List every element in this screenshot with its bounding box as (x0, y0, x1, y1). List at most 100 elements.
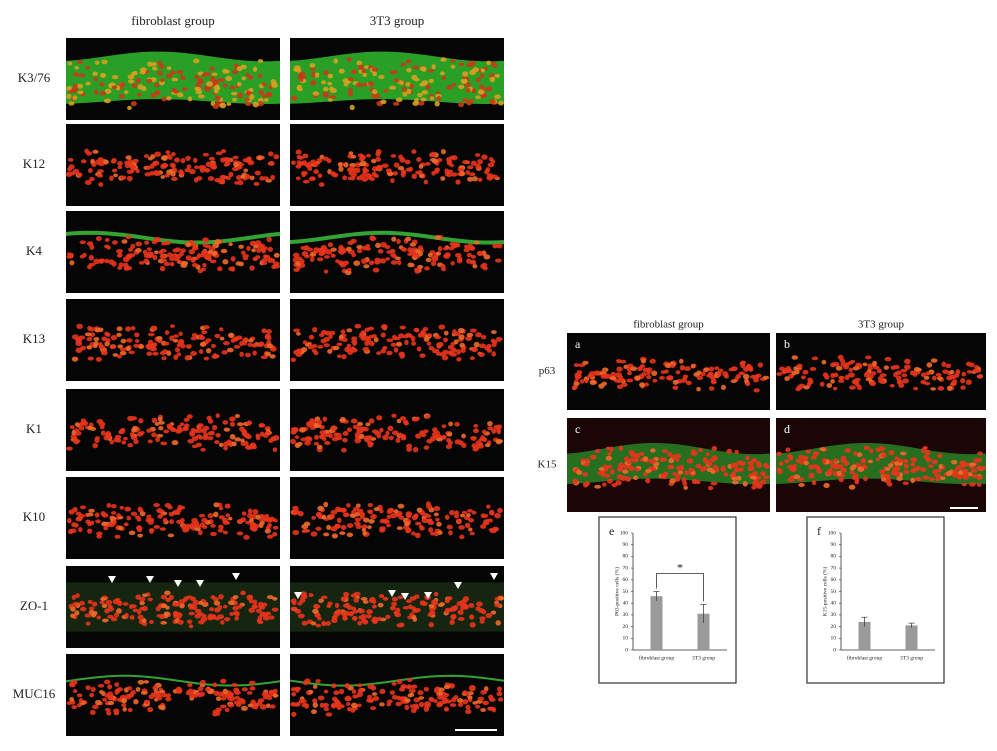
nucleus (233, 162, 239, 168)
row-label: K1 (26, 421, 42, 436)
nucleus (68, 528, 73, 535)
nucleus (220, 678, 227, 684)
nucleus (157, 60, 162, 66)
arrowhead (424, 592, 432, 599)
nucleus (351, 689, 357, 694)
panel-letter: e (609, 524, 614, 538)
nucleus (391, 236, 397, 242)
nucleus (176, 352, 182, 357)
nucleus (404, 698, 411, 703)
nucleus (406, 447, 412, 452)
nucleus (256, 618, 263, 623)
nucleus (424, 266, 430, 271)
nucleus (167, 533, 175, 538)
nucleus (900, 368, 908, 373)
significance-mark: * (677, 560, 683, 574)
nucleus (98, 421, 106, 427)
nucleus (291, 711, 297, 717)
nucleus (176, 519, 183, 525)
nucleus (730, 379, 738, 384)
nucleus (456, 601, 464, 607)
nucleus (228, 600, 235, 606)
nucleus (264, 97, 269, 103)
nucleus (310, 72, 317, 78)
nucleus (346, 57, 352, 62)
nucleus (116, 608, 122, 614)
nucleus (469, 614, 475, 620)
nucleus (386, 514, 392, 520)
nucleus (930, 387, 936, 391)
nucleus (228, 242, 233, 247)
nucleus (602, 482, 607, 487)
nucleus (350, 707, 356, 713)
nucleus (364, 340, 370, 346)
nucleus (179, 171, 185, 176)
row-label: K12 (23, 156, 45, 171)
nucleus (370, 706, 377, 711)
arrowhead (388, 590, 396, 597)
nucleus (910, 462, 916, 467)
row-label: K4 (26, 243, 42, 258)
nucleus (302, 153, 309, 159)
nucleus (426, 501, 431, 507)
nucleus (915, 476, 922, 482)
arrowhead (454, 582, 462, 589)
nucleus (220, 619, 225, 625)
nucleus (313, 422, 319, 428)
nucleus (294, 435, 300, 440)
nucleus (454, 510, 459, 516)
nucleus (602, 464, 609, 469)
nucleus (95, 519, 101, 524)
nucleus (350, 418, 358, 424)
nucleus (132, 158, 139, 163)
nucleus (203, 325, 210, 330)
nucleus (659, 457, 665, 462)
nucleus (307, 344, 315, 350)
nucleus (107, 700, 115, 706)
nucleus (884, 356, 892, 362)
nucleus (298, 77, 304, 82)
nucleus (441, 434, 447, 440)
nucleus (242, 254, 249, 258)
nucleus (362, 170, 367, 176)
nucleus (323, 689, 329, 694)
nucleus (160, 441, 168, 446)
nucleus (699, 466, 705, 472)
nucleus (575, 373, 582, 379)
nucleus (268, 151, 274, 157)
nucleus (396, 623, 403, 628)
micrograph (65, 654, 281, 736)
nucleus (311, 515, 316, 520)
nucleus (88, 254, 94, 261)
nucleus (210, 75, 216, 82)
nucleus (738, 467, 744, 472)
nucleus (264, 333, 271, 339)
nucleus (152, 66, 158, 71)
nucleus (133, 439, 139, 445)
nucleus (497, 596, 505, 601)
green-haze (66, 582, 280, 632)
nucleus (471, 510, 477, 515)
nucleus (635, 467, 640, 472)
nucleus (323, 532, 330, 537)
nucleus (360, 597, 368, 601)
nucleus (195, 608, 202, 614)
nucleus (351, 339, 358, 344)
nucleus (411, 531, 416, 536)
nucleus (126, 175, 133, 182)
row-label: K15 (538, 459, 557, 471)
nucleus (438, 324, 446, 330)
nucleus (791, 355, 799, 360)
nucleus (88, 262, 96, 267)
nucleus (166, 66, 172, 71)
nucleus (787, 477, 795, 483)
nucleus (959, 463, 966, 469)
nucleus (128, 350, 135, 355)
nucleus (315, 623, 322, 628)
nucleus (266, 534, 274, 539)
nucleus (469, 686, 476, 692)
nucleus (84, 180, 92, 186)
nucleus (370, 514, 377, 520)
nucleus (128, 247, 133, 252)
